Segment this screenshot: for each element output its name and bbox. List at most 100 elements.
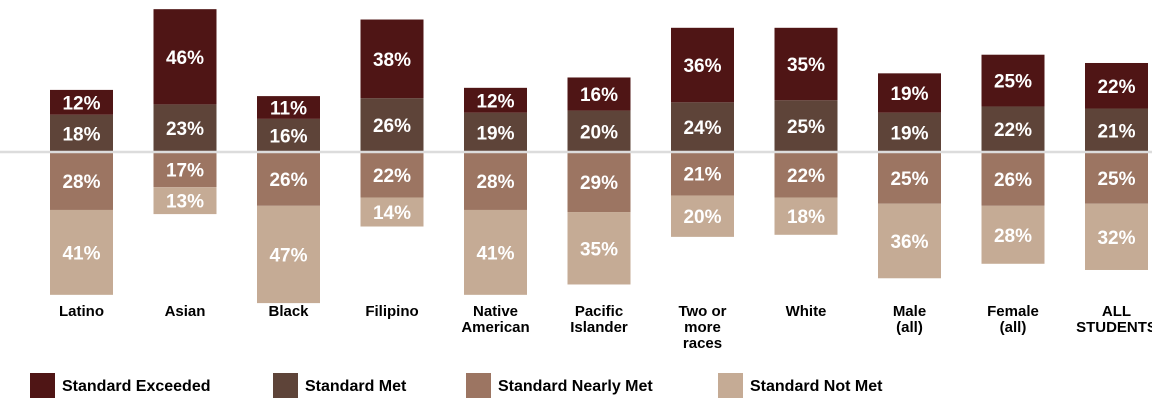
bar-standard-nearly-met-latino [50, 152, 113, 210]
bar-standard-met-asian [153, 104, 217, 152]
label-standard-exceeded-pacific-islander: 16% [580, 85, 618, 106]
legend-item-standard-met: Standard Met [273, 373, 407, 398]
label-standard-exceeded-two-or-more-races: 36% [683, 56, 721, 77]
label-standard-not-met-female-all: 28% [994, 226, 1032, 247]
bar-standard-exceeded-latino [50, 89, 113, 115]
label-standard-met-black: 16% [269, 126, 307, 147]
label-standard-met-all-students: 21% [1097, 121, 1135, 142]
bar-standard-not-met-pacific-islander [567, 212, 631, 285]
legend-label-standard-nearly-met: Standard Nearly Met [498, 378, 653, 395]
label-standard-not-met-male-all: 36% [890, 232, 928, 253]
bar-standard-nearly-met-white [774, 152, 838, 198]
label-standard-not-met-black: 47% [269, 245, 307, 266]
bar-standard-nearly-met-pacific-islander [567, 152, 631, 213]
bar-standard-exceeded-filipino [360, 19, 424, 99]
category-label-asian: Asian [165, 303, 206, 320]
legend-label-standard-exceeded: Standard Exceeded [62, 378, 211, 395]
label-standard-exceeded-latino: 12% [62, 93, 100, 114]
category-label-native-american: Native American [461, 303, 529, 336]
bar-standard-met-native-american [464, 112, 527, 152]
bar-standard-not-met-black [257, 205, 320, 304]
bar-standard-nearly-met-filipino [360, 152, 424, 198]
bar-standard-met-black [257, 118, 320, 152]
category-label-two-or-more-races: Two or more races [678, 303, 726, 352]
category-labels-group: Latino Asian Black Filipino Native American Pa… [59, 303, 1152, 352]
bar-standard-not-met-all-students [1085, 203, 1148, 270]
category-label-white: White [786, 303, 827, 320]
legend-swatch-standard-exceeded [30, 373, 55, 398]
bar-standard-nearly-met-black [257, 152, 320, 206]
bar-standard-exceeded-all-students [1085, 62, 1148, 109]
bar-standard-nearly-met-male-all [878, 152, 941, 204]
label-standard-nearly-met-two-or-more-races: 21% [683, 165, 721, 186]
bar-standard-met-latino [50, 114, 113, 152]
label-standard-nearly-met-all-students: 25% [1097, 169, 1135, 190]
label-standard-not-met-filipino: 14% [373, 203, 411, 224]
bars-group [50, 9, 1148, 304]
bar-standard-not-met-white [774, 197, 838, 235]
bar-standard-nearly-met-female-all [981, 152, 1045, 206]
bar-standard-met-all-students [1085, 108, 1148, 152]
bar-standard-exceeded-native-american [464, 87, 527, 113]
label-standard-exceeded-filipino: 38% [373, 50, 411, 71]
bar-standard-met-pacific-islander [567, 110, 631, 152]
bar-standard-met-filipino [360, 98, 424, 152]
label-standard-nearly-met-pacific-islander: 29% [580, 173, 618, 194]
label-standard-not-met-pacific-islander: 35% [580, 239, 618, 260]
label-standard-met-female-all: 22% [994, 120, 1032, 141]
label-standard-met-pacific-islander: 20% [580, 122, 618, 143]
legend-item-standard-not-met: Standard Not Met [718, 373, 883, 398]
label-standard-met-latino: 18% [62, 124, 100, 145]
label-standard-nearly-met-black: 26% [269, 170, 307, 191]
label-standard-not-met-native-american: 41% [476, 243, 514, 264]
legend-swatch-standard-not-met [718, 373, 743, 398]
label-standard-nearly-met-native-american: 28% [476, 172, 514, 193]
bar-standard-met-white [774, 100, 838, 152]
label-standard-exceeded-male-all: 19% [890, 84, 928, 105]
category-label-female-all: Female (all) [987, 303, 1039, 336]
label-standard-nearly-met-asian: 17% [166, 161, 204, 182]
label-standard-nearly-met-latino: 28% [62, 172, 100, 193]
segment-labels-group: 18% 12% 28% 41% 23% 46% 17% 13% 16% 11% 26% 47% 26% 3… [62, 48, 1135, 267]
label-standard-not-met-latino: 41% [62, 243, 100, 264]
category-label-latino: Latino [59, 303, 104, 320]
bar-standard-exceeded-two-or-more-races [671, 27, 734, 103]
category-label-pacific-islander: Pacific Islander [570, 303, 628, 336]
bar-standard-nearly-met-all-students [1085, 152, 1148, 204]
label-standard-exceeded-female-all: 25% [994, 72, 1032, 93]
label-standard-nearly-met-white: 22% [787, 166, 825, 187]
bar-standard-not-met-two-or-more-races [671, 195, 734, 237]
bar-standard-not-met-latino [50, 209, 113, 295]
label-standard-nearly-met-male-all: 25% [890, 169, 928, 190]
label-standard-exceeded-asian: 46% [166, 48, 204, 69]
label-standard-not-met-white: 18% [787, 207, 825, 228]
legend-label-standard-not-met: Standard Not Met [750, 378, 883, 395]
label-standard-exceeded-native-american: 12% [476, 91, 514, 112]
bar-standard-exceeded-male-all [878, 73, 941, 113]
label-standard-met-two-or-more-races: 24% [683, 118, 721, 139]
bar-standard-exceeded-female-all [981, 54, 1045, 107]
bar-standard-nearly-met-two-or-more-races [671, 152, 734, 196]
legend: Standard Exceeded Standard Met Standard Ne… [30, 373, 883, 398]
label-standard-not-met-asian: 13% [166, 192, 204, 213]
legend-label-standard-met: Standard Met [305, 378, 407, 395]
category-label-black: Black [268, 303, 309, 320]
legend-swatch-standard-nearly-met [466, 373, 491, 398]
bar-standard-met-female-all [981, 106, 1045, 152]
label-standard-met-male-all: 19% [890, 123, 928, 144]
label-standard-met-asian: 23% [166, 119, 204, 140]
legend-item-standard-exceeded: Standard Exceeded [30, 373, 211, 398]
label-standard-met-filipino: 26% [373, 116, 411, 137]
label-standard-exceeded-black: 11% [270, 98, 307, 119]
label-standard-nearly-met-female-all: 26% [994, 170, 1032, 191]
label-standard-met-white: 25% [787, 117, 825, 138]
label-standard-not-met-two-or-more-races: 20% [683, 207, 721, 228]
bar-standard-exceeded-white [774, 27, 838, 101]
category-label-male-all: Male (all) [893, 303, 926, 336]
bar-standard-exceeded-black [257, 96, 320, 119]
bar-standard-exceeded-pacific-islander [567, 77, 631, 111]
legend-item-standard-nearly-met: Standard Nearly Met [466, 373, 653, 398]
category-label-filipino: Filipino [365, 303, 418, 320]
bar-standard-nearly-met-native-american [464, 152, 527, 210]
